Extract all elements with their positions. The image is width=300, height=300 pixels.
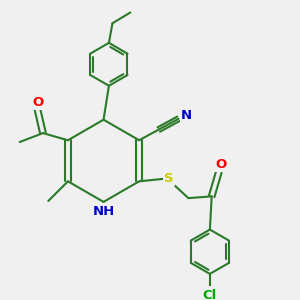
Text: S: S [164,172,174,185]
Text: N: N [181,109,192,122]
Text: O: O [32,95,43,109]
Text: NH: NH [92,206,115,218]
Text: Cl: Cl [203,289,217,300]
Text: O: O [215,158,226,171]
